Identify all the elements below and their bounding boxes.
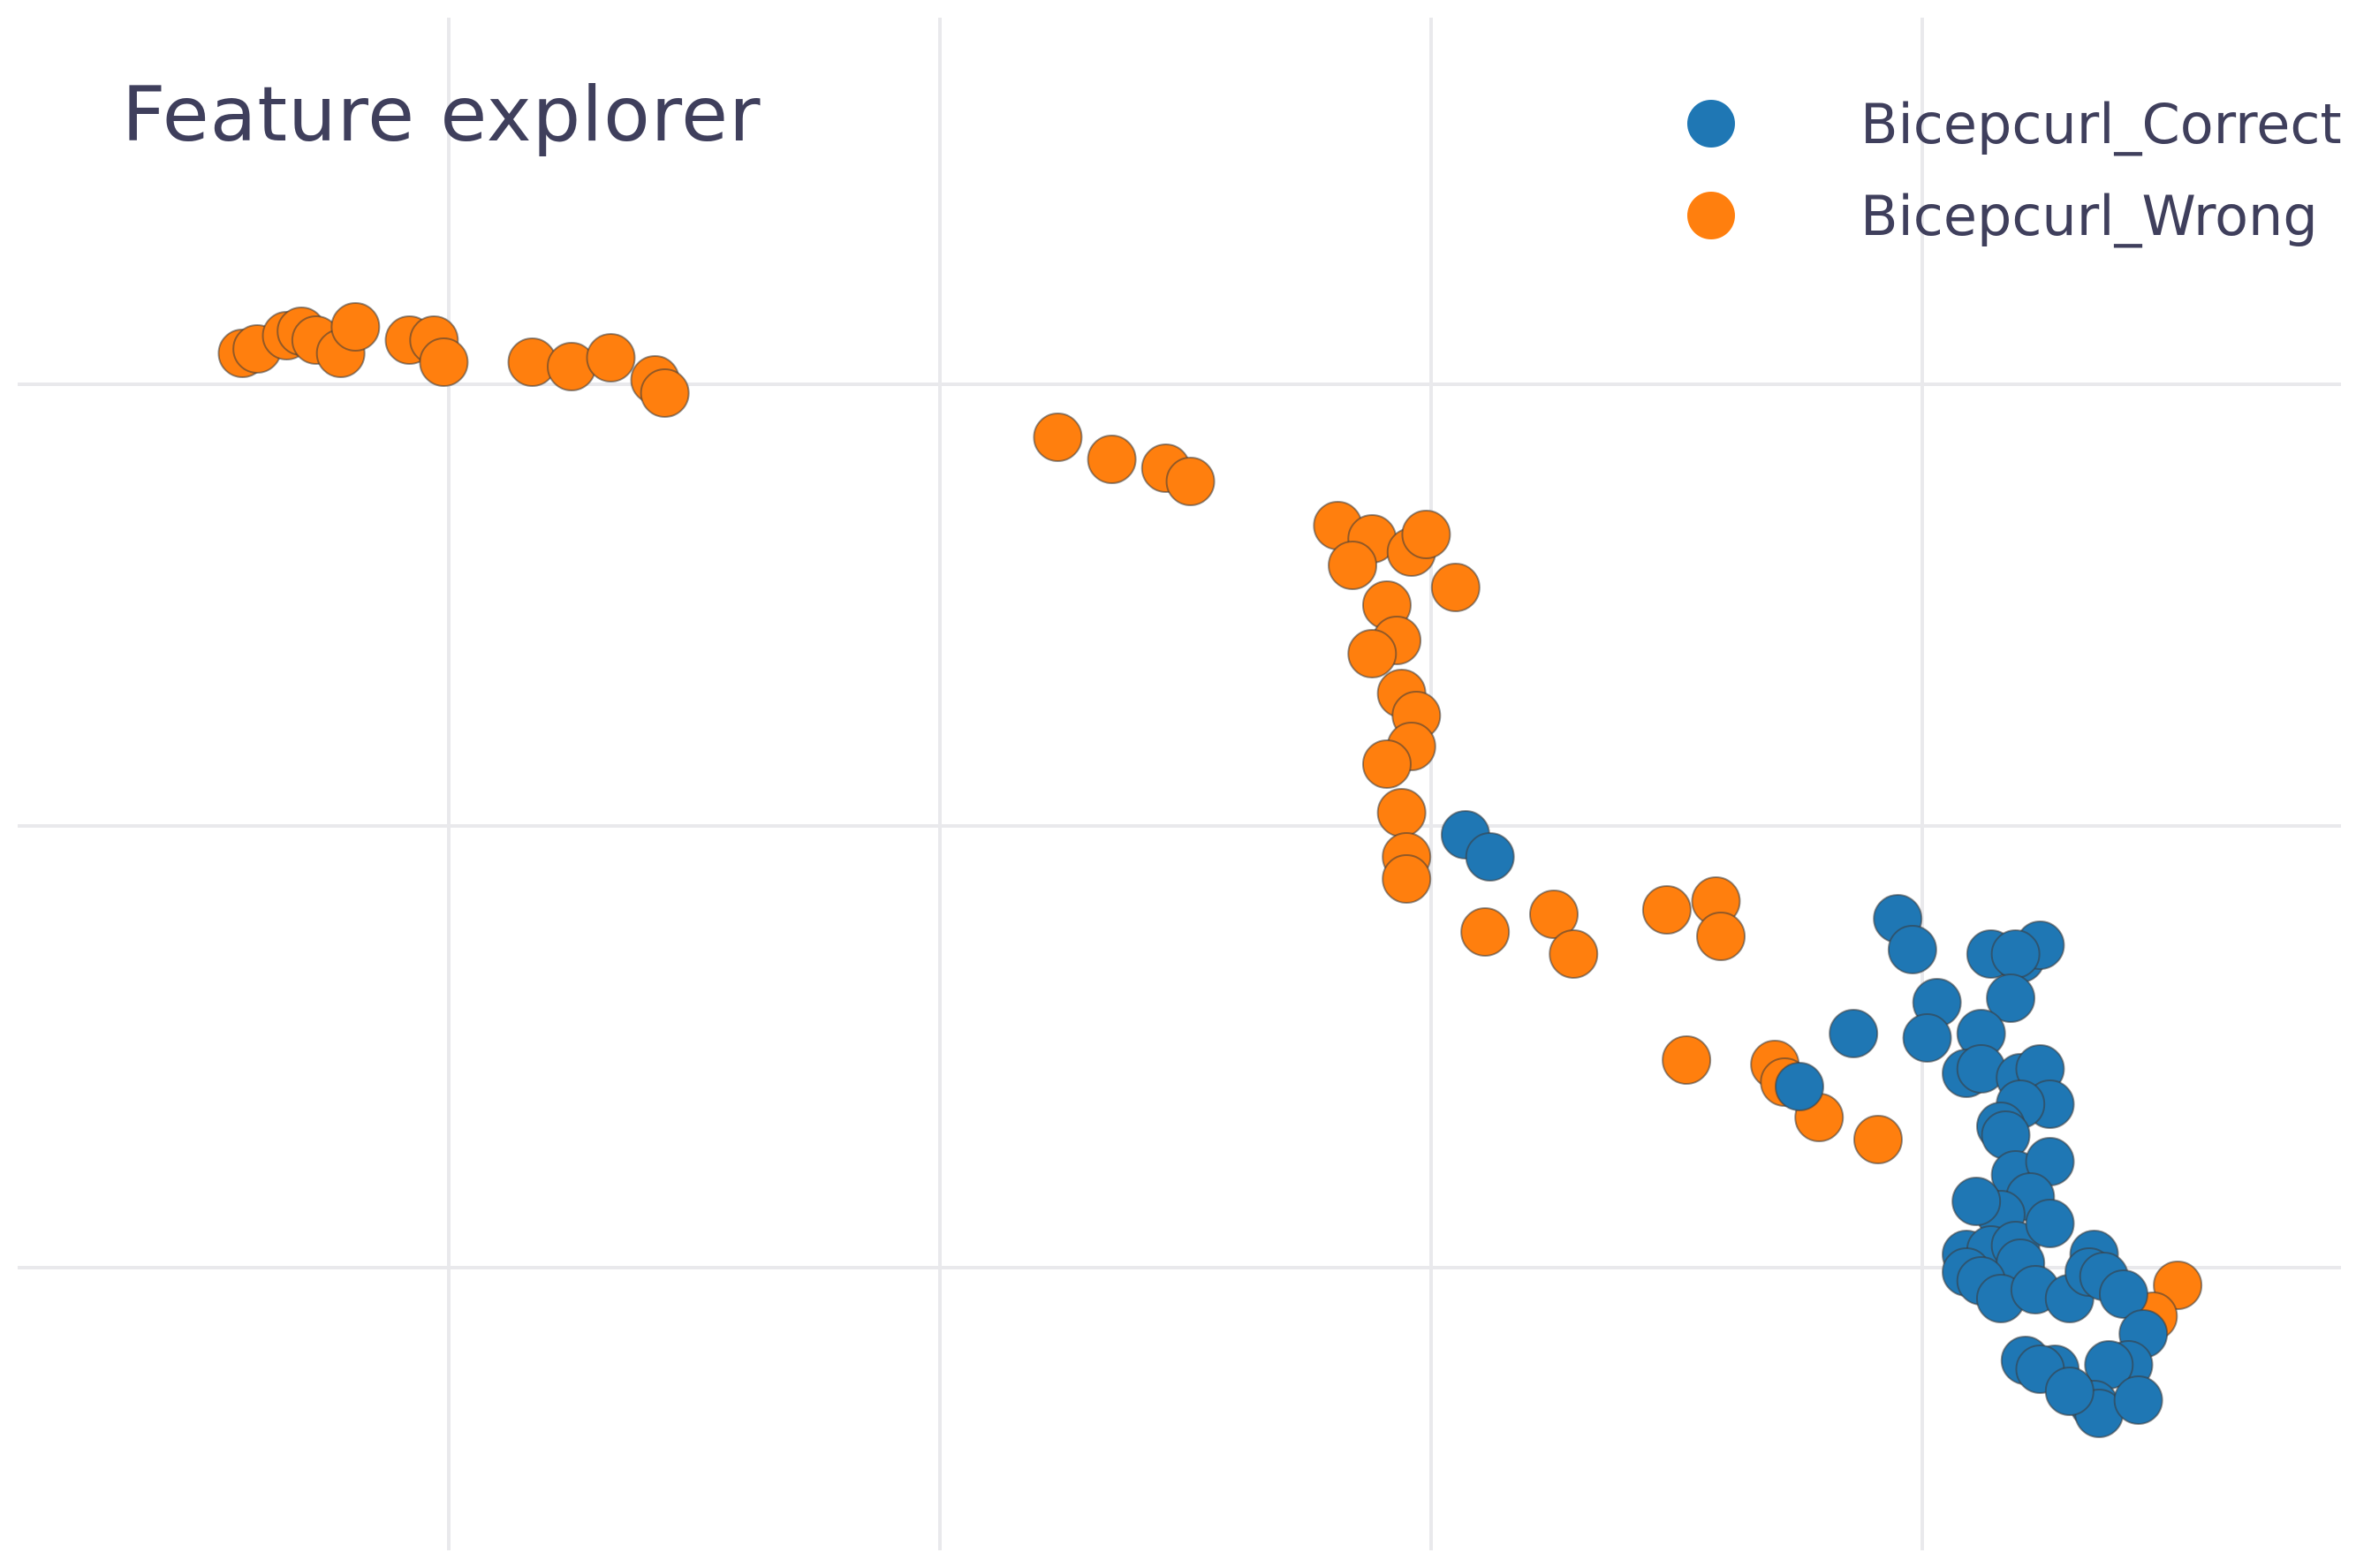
legend-label-correct: Bicepcurl_Correct bbox=[1860, 91, 2342, 156]
data-point[interactable] bbox=[1775, 1062, 1824, 1111]
legend-item-correct[interactable]: Bicepcurl_Correct bbox=[1677, 78, 2342, 170]
data-point[interactable] bbox=[1662, 1035, 1712, 1085]
data-point[interactable] bbox=[1696, 912, 1746, 961]
data-point[interactable] bbox=[2113, 1375, 2163, 1425]
data-point[interactable] bbox=[1460, 907, 1511, 957]
legend-label-wrong: Bicepcurl_Wrong bbox=[1860, 183, 2318, 248]
data-point[interactable] bbox=[1990, 929, 2041, 979]
data-point[interactable] bbox=[1382, 854, 1432, 904]
data-point[interactable] bbox=[1361, 739, 1412, 789]
data-point[interactable] bbox=[2044, 1367, 2095, 1416]
data-point[interactable] bbox=[1887, 925, 1937, 974]
data-point[interactable] bbox=[1465, 832, 1515, 882]
data-point[interactable] bbox=[1986, 973, 2036, 1023]
grid bbox=[18, 18, 2341, 1550]
data-point[interactable] bbox=[1430, 563, 1481, 612]
data-point[interactable] bbox=[330, 302, 381, 352]
data-point[interactable] bbox=[419, 337, 469, 387]
legend-marker-wrong bbox=[1687, 192, 1735, 239]
data-point[interactable] bbox=[640, 368, 690, 418]
data-point[interactable] bbox=[1347, 629, 1398, 678]
legend-marker-correct bbox=[1687, 100, 1735, 148]
chart-title: Feature explorer bbox=[122, 71, 761, 159]
series-correct bbox=[1440, 810, 2169, 1438]
legend[interactable]: Bicepcurl_Correct Bicepcurl_Wrong bbox=[1677, 78, 2342, 254]
data-point[interactable] bbox=[1401, 510, 1451, 559]
data-points bbox=[217, 302, 2203, 1438]
data-point[interactable] bbox=[586, 333, 636, 383]
data-point[interactable] bbox=[1529, 890, 1579, 939]
data-point[interactable] bbox=[1549, 929, 1599, 979]
data-point[interactable] bbox=[1951, 1177, 2002, 1226]
data-point[interactable] bbox=[1165, 457, 1216, 506]
data-point[interactable] bbox=[1641, 885, 1692, 935]
series-wrong bbox=[217, 302, 2203, 1341]
legend-item-wrong[interactable]: Bicepcurl_Wrong bbox=[1677, 170, 2330, 261]
data-point[interactable] bbox=[1829, 1009, 1879, 1058]
data-point[interactable] bbox=[1902, 1013, 1952, 1063]
data-point[interactable] bbox=[1328, 541, 1378, 590]
data-point[interactable] bbox=[2098, 1269, 2148, 1319]
data-point[interactable] bbox=[1376, 788, 1427, 837]
data-point[interactable] bbox=[2025, 1199, 2075, 1248]
data-point[interactable] bbox=[1087, 435, 1137, 484]
data-point[interactable] bbox=[1852, 1115, 1903, 1164]
data-point[interactable] bbox=[1033, 413, 1083, 462]
